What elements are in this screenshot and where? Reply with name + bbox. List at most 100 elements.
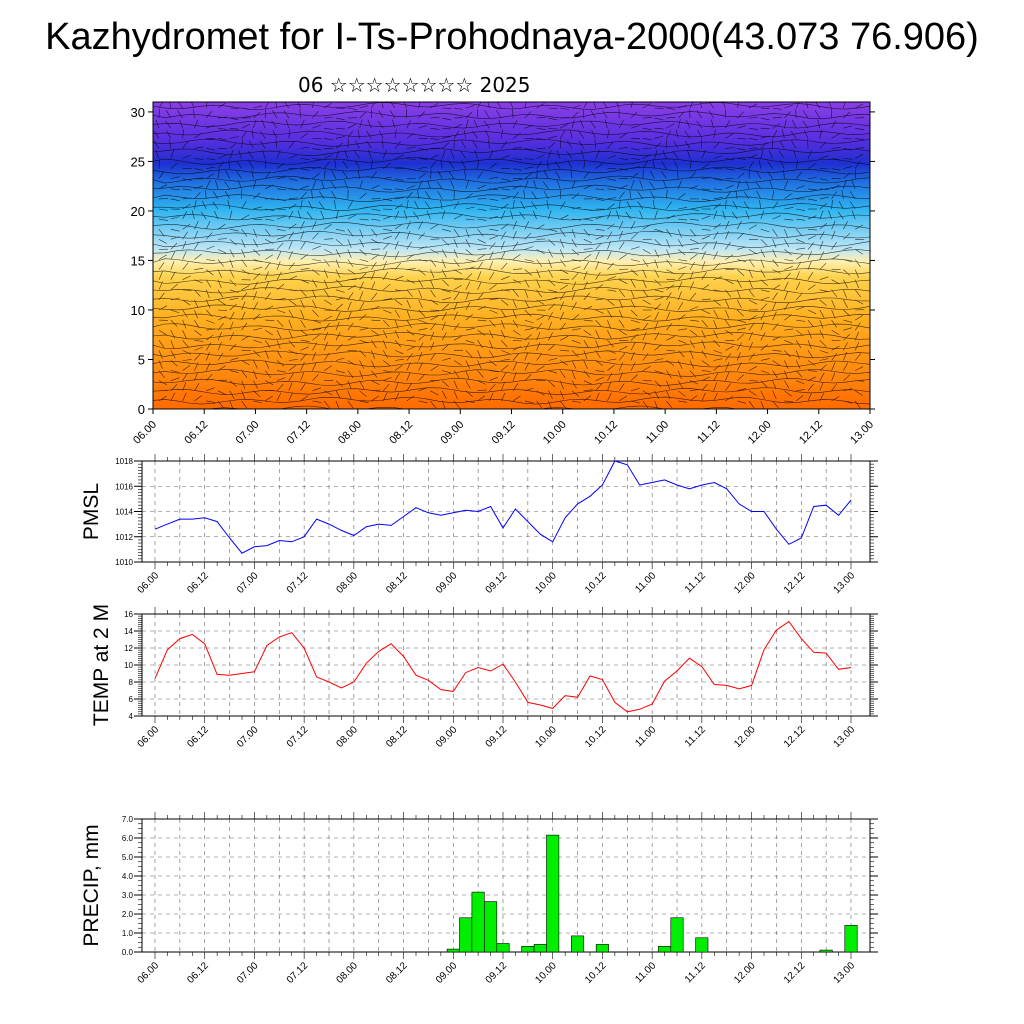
wind-barb (288, 154, 298, 159)
wind-barb (500, 372, 507, 381)
wind-barb (335, 400, 340, 409)
wind-barb (831, 299, 836, 309)
wind-barb (453, 301, 458, 311)
wind-barb (689, 350, 694, 359)
wind-barb (725, 362, 730, 371)
wind-barb (677, 291, 682, 301)
wind-barb (357, 169, 360, 179)
y-tick-label: 1012 (115, 533, 133, 542)
wind-barb (559, 239, 564, 248)
wind-barb (406, 372, 411, 381)
wind-barb (701, 284, 710, 291)
wind-barb (347, 285, 356, 291)
wind-barb (227, 200, 231, 210)
wind-barb (666, 117, 676, 119)
wind-barb (259, 140, 266, 149)
wind-barb (559, 130, 566, 139)
wind-barb (253, 350, 261, 357)
wind-barb (324, 249, 333, 254)
wind-barb (323, 341, 328, 351)
wind-barb (259, 130, 266, 139)
wind-barb (735, 189, 738, 199)
wind-barb (796, 395, 804, 402)
wind-barb (194, 353, 201, 361)
wind-barb (312, 111, 319, 119)
wind-barb (418, 232, 426, 240)
wind-barb (512, 346, 522, 351)
wind-barb (595, 330, 600, 339)
wind-barb (312, 166, 322, 169)
wind-barb (819, 262, 827, 270)
wind-barb (784, 266, 793, 270)
wind-barb (666, 278, 676, 280)
wind-barb (843, 148, 853, 151)
wind-barb (713, 223, 721, 230)
wind-barb (276, 236, 286, 240)
wind-barb (288, 330, 293, 339)
wind-barb (229, 332, 235, 341)
wind-barb (347, 214, 356, 220)
wind-barb (430, 224, 439, 230)
wind-barb (630, 334, 638, 341)
wind-barb (194, 309, 198, 319)
wind-barb (795, 261, 802, 270)
wind-barb (560, 214, 569, 220)
wind-barb (607, 188, 617, 191)
wind-barb (453, 229, 460, 237)
wind-barb (461, 140, 467, 149)
wind-barb (158, 239, 168, 244)
wind-barb (406, 168, 416, 171)
profile-contour-line (153, 378, 870, 386)
wind-barb (253, 206, 263, 210)
wind-barb (394, 210, 400, 220)
wind-barb (760, 117, 770, 121)
wind-barb (335, 343, 343, 351)
wind-barb (760, 127, 770, 130)
wind-barb (500, 262, 508, 270)
wind-barb (819, 231, 825, 240)
wind-barb (571, 180, 576, 189)
wind-barb (430, 138, 440, 141)
wind-barb (241, 360, 250, 366)
wind-barb (300, 253, 308, 260)
wind-barb (217, 169, 220, 179)
wind-barb (512, 362, 517, 371)
wind-barb (394, 382, 399, 391)
wind-barb (556, 149, 561, 159)
wind-barb (560, 117, 570, 119)
wind-barb (253, 301, 258, 311)
wind-barb (378, 130, 384, 139)
wind-barb (465, 350, 473, 358)
wind-barb (654, 297, 664, 301)
profile-contour-line (153, 249, 870, 258)
wind-barb (843, 309, 851, 317)
wind-barb (347, 259, 354, 267)
wind-barb (843, 172, 851, 179)
wind-barb (843, 111, 851, 119)
wind-barb (498, 119, 502, 129)
wind-barb (583, 389, 593, 392)
wind-barb (619, 168, 629, 171)
wind-barb (253, 390, 261, 398)
wind-barb (441, 149, 446, 159)
wind-barb (158, 198, 169, 200)
wind-barb (453, 311, 458, 321)
wind-barb (418, 173, 426, 179)
wind-barb (590, 110, 596, 119)
wind-barb (418, 111, 425, 119)
wind-barb (430, 161, 436, 169)
wind-barb (666, 123, 675, 129)
wind-barb (276, 370, 286, 373)
wind-barb (831, 289, 838, 298)
wind-barb (828, 102, 832, 109)
wind-barb (418, 269, 426, 276)
wind-barb (784, 281, 789, 290)
wind-barb (548, 279, 556, 287)
wind-barb (430, 289, 436, 298)
precip-bar (459, 917, 473, 953)
wind-barb (324, 223, 332, 230)
wind-barb (819, 299, 827, 306)
wind-barb (170, 216, 180, 220)
wind-barb (666, 360, 675, 366)
